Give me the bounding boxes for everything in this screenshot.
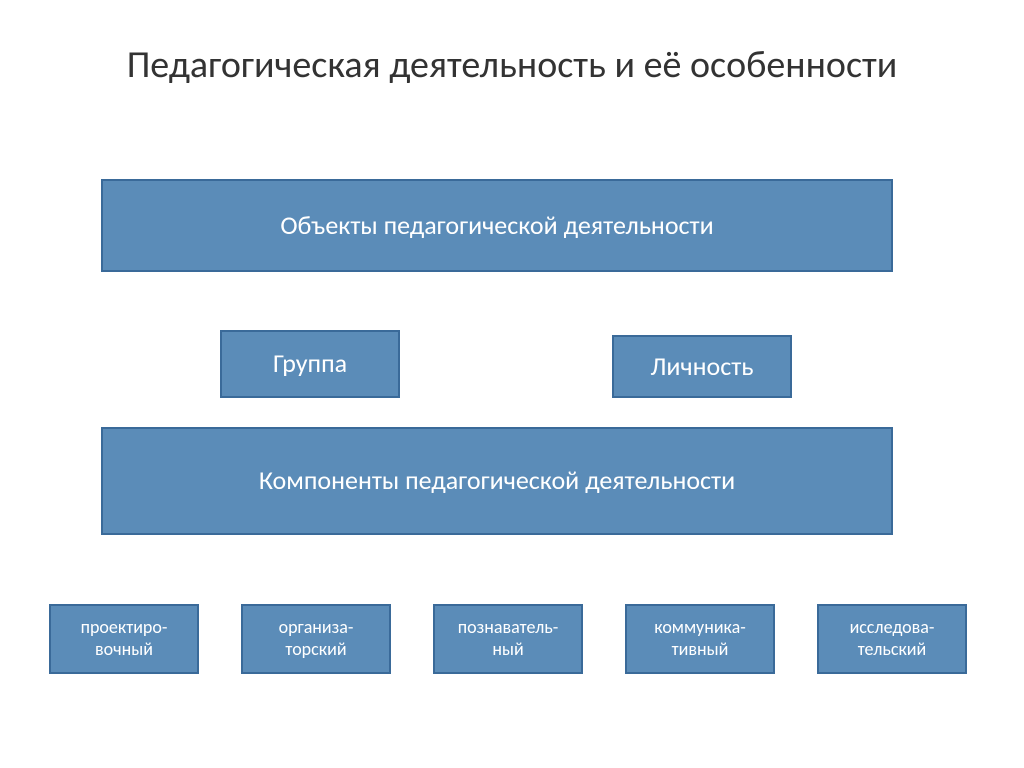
- box-components: Компоненты педагогической деятельности: [101, 427, 893, 535]
- box-group-label: Группа: [273, 348, 347, 379]
- page-title: Педагогическая деятельность и её особенн…: [0, 42, 1024, 90]
- box-comp1-label: проектиро-вочный: [81, 617, 168, 660]
- box-group: Группа: [220, 330, 400, 398]
- box-comp2: организа-торский: [241, 604, 391, 674]
- box-comp5: исследова-тельский: [817, 604, 967, 674]
- box-comp5-label: исследова-тельский: [850, 617, 935, 660]
- box-comp2-label: организа-торский: [279, 617, 354, 660]
- box-components-label: Компоненты педагогической деятельности: [259, 465, 735, 496]
- box-comp3: познаватель-ный: [433, 604, 583, 674]
- box-comp1: проектиро-вочный: [49, 604, 199, 674]
- box-objects-label: Объекты педагогической деятельности: [280, 210, 713, 241]
- box-personality: Личность: [612, 335, 792, 398]
- box-personality-label: Личность: [650, 351, 753, 382]
- box-objects: Объекты педагогической деятельности: [101, 179, 893, 272]
- box-comp3-label: познаватель-ный: [458, 617, 559, 660]
- box-comp4: коммуника-тивный: [625, 604, 775, 674]
- box-comp4-label: коммуника-тивный: [654, 617, 746, 660]
